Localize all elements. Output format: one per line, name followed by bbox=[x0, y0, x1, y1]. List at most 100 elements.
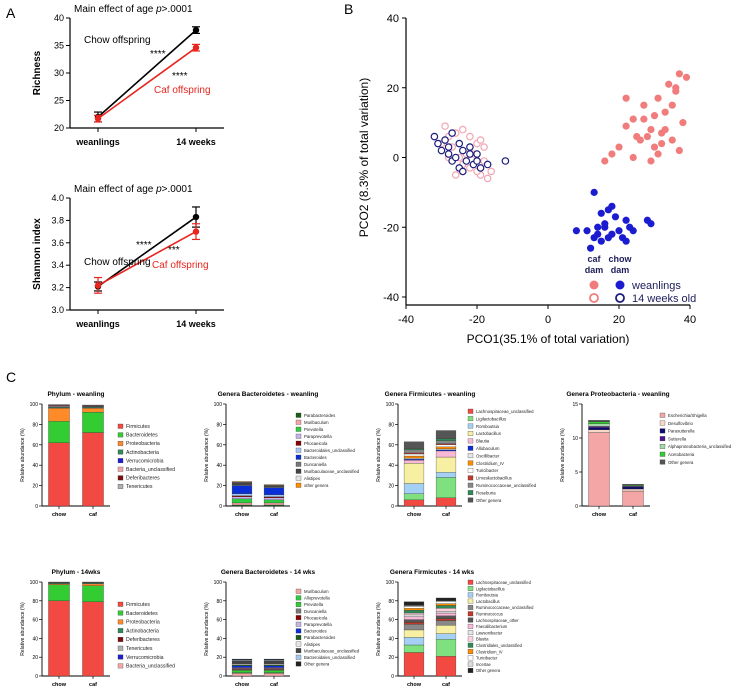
scatter-point bbox=[665, 80, 673, 88]
bar-segment bbox=[403, 463, 425, 484]
bar-segment bbox=[403, 493, 425, 501]
scatter-point bbox=[608, 150, 616, 158]
legend-label: Other genera bbox=[668, 460, 694, 465]
y-tick-label: 40 bbox=[388, 636, 394, 642]
scatter-point bbox=[654, 150, 662, 158]
legend-swatch bbox=[117, 619, 124, 625]
scatter-point bbox=[455, 139, 464, 148]
legend-label: Desulfovibrio bbox=[668, 421, 693, 426]
firmicutes_14wks-chart: 0 20 40 60 80 100 Relative abundance (%) Genera… bbox=[376, 569, 534, 688]
x-tick-label: -20 bbox=[469, 314, 485, 326]
bar-segment bbox=[263, 487, 285, 495]
x-tick-label: caf bbox=[270, 512, 278, 518]
panel-label-c: C bbox=[6, 369, 16, 385]
bar-segment bbox=[263, 504, 285, 507]
bar-segment bbox=[48, 442, 70, 507]
bar-segment bbox=[622, 486, 644, 490]
legend-swatch bbox=[295, 648, 302, 654]
bar-segment bbox=[263, 673, 285, 677]
legend-label: Lactobacillus bbox=[476, 599, 500, 604]
title-italic: p bbox=[155, 184, 162, 195]
scatter-point bbox=[451, 171, 460, 179]
scatter-point bbox=[661, 108, 669, 116]
scatter-point bbox=[622, 94, 630, 102]
legend-swatch bbox=[295, 588, 302, 594]
legend-label: Proteobacteria bbox=[126, 441, 160, 447]
scatter-point bbox=[572, 227, 581, 235]
legend-swatch bbox=[467, 617, 474, 623]
scatter-point bbox=[654, 94, 662, 102]
significance: **** bbox=[172, 71, 188, 82]
legend-swatch bbox=[467, 623, 474, 629]
y-tick-label: 80 bbox=[32, 422, 38, 428]
scatter-point bbox=[441, 136, 449, 144]
bar-segment bbox=[588, 423, 610, 427]
scatter-point bbox=[594, 223, 602, 231]
legend-label: Firmicutes bbox=[126, 602, 150, 608]
scatter-point bbox=[483, 174, 492, 183]
bar-segment bbox=[263, 485, 285, 487]
bar-segment bbox=[435, 456, 457, 473]
bar-segment bbox=[403, 614, 425, 617]
legend-label: Phocaeicola bbox=[304, 615, 328, 620]
bar-segment bbox=[435, 444, 457, 447]
title-tail: >.0001 bbox=[162, 184, 193, 195]
y-tick-label: 100 bbox=[214, 402, 223, 408]
scatter-point bbox=[587, 244, 595, 252]
bar-segment bbox=[263, 502, 285, 506]
series-line bbox=[97, 47, 197, 120]
legend-swatch bbox=[117, 475, 124, 481]
x-tick-label: 40 bbox=[684, 314, 696, 326]
legend-label: Verrucomicrobia bbox=[126, 655, 164, 661]
legend-swatch bbox=[295, 654, 302, 660]
data-point bbox=[192, 26, 200, 34]
bar-segment bbox=[435, 633, 457, 640]
legend-label: Oscillibacter bbox=[476, 453, 500, 458]
bar-segment bbox=[82, 583, 104, 586]
bar-segment bbox=[435, 440, 457, 444]
bar-segment bbox=[82, 432, 104, 507]
legend-label: Deferibacteres bbox=[126, 476, 160, 482]
bar-segment bbox=[231, 673, 253, 677]
scatter-point bbox=[476, 136, 485, 144]
chart-title: Genera Firmicutes - weanling bbox=[385, 391, 476, 398]
legend-swatch bbox=[117, 610, 124, 616]
legend-label: other genera bbox=[304, 483, 329, 488]
y-tick-label: 3.0 bbox=[51, 305, 64, 315]
y-tick-label: 80 bbox=[216, 599, 222, 605]
x-tick-label: 0 bbox=[545, 314, 551, 326]
legend-label: Alphaproteobacteria_unclassified bbox=[668, 444, 732, 449]
legend-label: Ligilactobacillus bbox=[476, 586, 505, 591]
legend-label: Lachnospiraceae_unclassified bbox=[476, 409, 534, 414]
chart-title: Genera Bacteroidetes - weanling bbox=[218, 391, 319, 398]
legend-label: Parabacteroides bbox=[304, 635, 335, 640]
bar-segment bbox=[48, 404, 70, 406]
legend-label: Paraprevotella bbox=[304, 434, 332, 439]
legend-swatch bbox=[467, 438, 474, 444]
legend-label: Duncaniella bbox=[304, 462, 327, 467]
bar-segment bbox=[435, 497, 457, 507]
x-tick-label: chow bbox=[592, 512, 607, 518]
y-tick-label: 0 bbox=[575, 504, 578, 510]
y-tick-label: 10 bbox=[572, 436, 578, 442]
legend-swatch bbox=[295, 608, 302, 614]
y-axis-label: Relative abundance (%) bbox=[20, 428, 26, 482]
bar-segment bbox=[403, 601, 425, 606]
legend-swatch bbox=[117, 458, 124, 464]
legend-swatch bbox=[295, 482, 302, 488]
chart-title: Phylum - 14wks bbox=[52, 569, 101, 576]
scatter-point bbox=[668, 101, 676, 109]
legend-swatch bbox=[659, 459, 666, 465]
charts-layer: 20 25 30 35 40 weanlings 14 weeks Richness Main … bbox=[20, 4, 732, 688]
legend-label: Muribaculum bbox=[304, 589, 329, 594]
y-tick-label: 80 bbox=[32, 599, 38, 605]
bar-segment bbox=[403, 455, 425, 459]
bar-segment bbox=[403, 612, 425, 616]
legend-swatch bbox=[467, 490, 474, 496]
legend-swatch bbox=[467, 482, 474, 488]
legend-label: Muribaculum bbox=[304, 420, 329, 425]
bar-segment bbox=[82, 407, 104, 413]
legend-marker bbox=[589, 293, 599, 303]
y-tick-label: 80 bbox=[216, 422, 222, 428]
bar-segment bbox=[435, 446, 457, 450]
